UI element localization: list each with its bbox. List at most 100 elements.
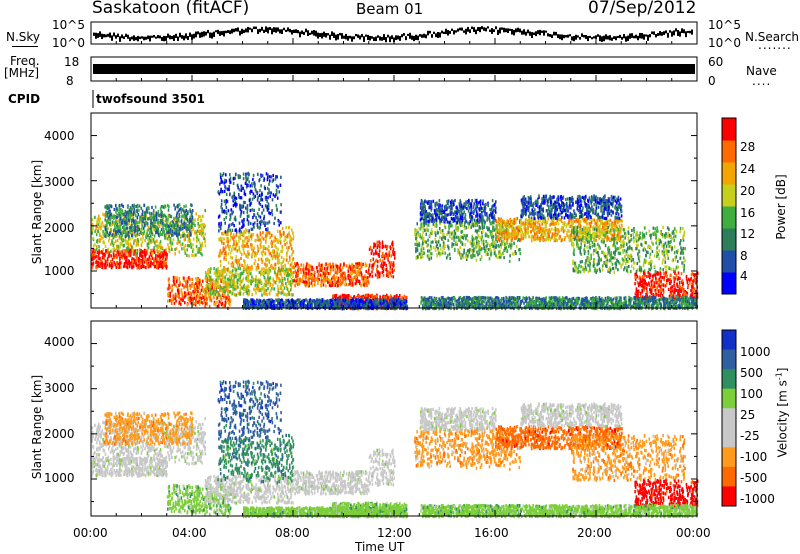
power-cell bbox=[459, 223, 462, 227]
power-cell bbox=[474, 224, 476, 228]
power-cell bbox=[364, 262, 367, 266]
power-cell bbox=[118, 223, 121, 227]
power-cell bbox=[234, 266, 236, 270]
power-cell bbox=[376, 264, 379, 268]
power-cell bbox=[157, 218, 160, 222]
power-cell bbox=[148, 242, 150, 246]
power-cell bbox=[189, 229, 191, 233]
velocity-cbar-tick-neg500: -500 bbox=[740, 471, 767, 485]
power-cell bbox=[317, 281, 319, 285]
power-cell bbox=[201, 301, 204, 305]
power-cell bbox=[454, 224, 457, 228]
power-cell bbox=[247, 266, 249, 270]
power-cell bbox=[110, 213, 112, 217]
power-cell bbox=[476, 229, 478, 233]
power-cell bbox=[242, 277, 245, 281]
power-cell bbox=[364, 274, 366, 278]
power-cell bbox=[374, 273, 377, 277]
power-cell bbox=[233, 273, 235, 277]
power-cell bbox=[268, 279, 271, 283]
nsky-point bbox=[617, 35, 619, 38]
power-cell bbox=[439, 243, 441, 247]
nsky-point bbox=[253, 26, 255, 30]
power-cell bbox=[204, 301, 207, 306]
power-cell bbox=[470, 225, 472, 229]
power-cell bbox=[305, 280, 308, 284]
power-cell bbox=[309, 264, 312, 268]
power-cell bbox=[211, 286, 213, 290]
power-cell bbox=[249, 202, 252, 207]
power-cell bbox=[161, 204, 164, 209]
power-cell bbox=[355, 295, 358, 299]
power-cell bbox=[268, 252, 271, 256]
power-cell bbox=[265, 288, 268, 292]
power-cell bbox=[280, 249, 282, 253]
power-cell bbox=[467, 221, 469, 225]
power-cell bbox=[166, 231, 168, 235]
power-cell bbox=[219, 259, 222, 263]
power-cell bbox=[415, 248, 418, 252]
power-cell bbox=[478, 241, 480, 245]
power-cell bbox=[273, 270, 276, 274]
power-cell bbox=[250, 253, 253, 257]
power-cell bbox=[140, 237, 142, 241]
power-cell bbox=[115, 247, 118, 251]
power-cell bbox=[129, 253, 131, 257]
power-cell bbox=[487, 252, 489, 256]
power-cell bbox=[178, 283, 180, 287]
power-cell bbox=[223, 237, 225, 241]
power-cell bbox=[276, 229, 279, 233]
power-cell bbox=[463, 224, 466, 228]
power-cell bbox=[293, 279, 296, 283]
power-cell bbox=[180, 210, 183, 215]
power-cell bbox=[125, 265, 128, 269]
power-cell bbox=[95, 266, 98, 270]
power-cell bbox=[133, 257, 135, 261]
power-cell bbox=[138, 264, 141, 268]
power-cell bbox=[106, 259, 109, 263]
power-cell bbox=[241, 219, 243, 223]
nsky-point bbox=[673, 30, 675, 36]
power-cell bbox=[183, 215, 185, 219]
power-cell bbox=[261, 174, 264, 178]
power-cell bbox=[421, 255, 424, 259]
power-cell bbox=[230, 284, 232, 289]
power-cell bbox=[240, 210, 243, 214]
power-cell bbox=[420, 249, 423, 253]
nsky-point bbox=[181, 35, 183, 39]
power-cell bbox=[238, 206, 241, 210]
nsky-point bbox=[111, 35, 113, 41]
power-cell bbox=[361, 295, 363, 299]
power-cell bbox=[131, 257, 133, 261]
power-cell bbox=[117, 262, 120, 266]
power-cell bbox=[168, 234, 170, 238]
power-cell bbox=[292, 231, 294, 235]
power-cell bbox=[267, 280, 270, 284]
power-cell bbox=[309, 276, 312, 280]
power-cell bbox=[435, 240, 437, 244]
power-cell bbox=[244, 200, 246, 205]
power-cell bbox=[125, 240, 128, 244]
power-cell bbox=[243, 239, 246, 243]
power-cell bbox=[264, 251, 266, 255]
power-cell bbox=[264, 204, 267, 208]
power-cell bbox=[149, 238, 151, 242]
power-cell bbox=[278, 291, 281, 295]
power-cell bbox=[95, 247, 98, 252]
power-cell bbox=[418, 241, 421, 245]
power-cell bbox=[266, 272, 269, 276]
power-cell bbox=[208, 291, 211, 295]
power-cell bbox=[136, 240, 139, 244]
power-cell bbox=[151, 232, 154, 236]
power-cell bbox=[236, 263, 239, 267]
power-cell bbox=[175, 220, 177, 224]
power-cell bbox=[276, 175, 278, 179]
nsky-point bbox=[567, 34, 569, 38]
power-cell bbox=[209, 288, 212, 292]
power-cell bbox=[195, 281, 197, 285]
power-cell bbox=[485, 252, 488, 257]
power-cell bbox=[148, 231, 151, 235]
power-cell bbox=[246, 210, 249, 214]
power-cell bbox=[516, 216, 519, 221]
power-cell bbox=[100, 227, 102, 231]
